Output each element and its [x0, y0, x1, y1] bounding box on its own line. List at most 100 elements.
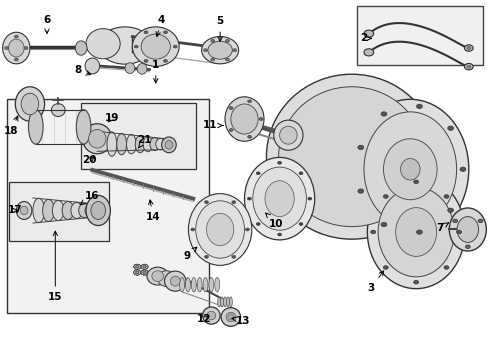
Ellipse shape — [273, 120, 303, 150]
Circle shape — [247, 135, 251, 138]
Ellipse shape — [266, 74, 436, 239]
Circle shape — [134, 270, 141, 275]
Ellipse shape — [33, 198, 44, 223]
Circle shape — [190, 228, 194, 231]
Circle shape — [259, 118, 263, 121]
Ellipse shape — [448, 208, 486, 251]
Ellipse shape — [42, 199, 54, 222]
Circle shape — [163, 31, 167, 34]
Ellipse shape — [21, 93, 39, 115]
Circle shape — [143, 271, 146, 274]
Text: 19: 19 — [104, 113, 119, 123]
Circle shape — [24, 46, 28, 49]
Circle shape — [229, 107, 233, 109]
Ellipse shape — [195, 201, 244, 258]
Circle shape — [231, 201, 235, 204]
Circle shape — [141, 270, 148, 275]
Ellipse shape — [207, 41, 232, 59]
Circle shape — [141, 264, 148, 269]
Bar — [81, 103, 195, 169]
Ellipse shape — [383, 139, 436, 200]
Ellipse shape — [217, 297, 220, 307]
Circle shape — [173, 45, 177, 48]
Ellipse shape — [135, 135, 145, 153]
Ellipse shape — [264, 181, 294, 217]
Ellipse shape — [229, 297, 232, 307]
Circle shape — [143, 266, 146, 268]
Circle shape — [277, 233, 281, 236]
Ellipse shape — [85, 204, 97, 217]
Text: 3: 3 — [367, 271, 383, 293]
Ellipse shape — [351, 99, 468, 239]
Circle shape — [136, 271, 139, 274]
Ellipse shape — [244, 157, 314, 240]
Circle shape — [413, 280, 418, 284]
Bar — [6, 99, 208, 313]
Text: 12: 12 — [197, 314, 211, 324]
Ellipse shape — [363, 112, 456, 226]
Text: 7: 7 — [435, 223, 447, 233]
Circle shape — [380, 222, 386, 227]
Text: 20: 20 — [82, 155, 97, 165]
Circle shape — [465, 245, 469, 248]
Ellipse shape — [225, 312, 235, 321]
Circle shape — [357, 145, 363, 149]
Circle shape — [141, 264, 148, 269]
Circle shape — [229, 129, 233, 131]
Ellipse shape — [203, 278, 207, 292]
Circle shape — [466, 65, 470, 68]
Circle shape — [141, 270, 148, 275]
Circle shape — [136, 271, 139, 274]
Text: 13: 13 — [231, 316, 250, 325]
Ellipse shape — [117, 134, 126, 155]
Circle shape — [370, 230, 375, 234]
Text: 6: 6 — [43, 15, 51, 33]
Circle shape — [210, 58, 214, 61]
Circle shape — [466, 46, 470, 49]
Circle shape — [456, 230, 461, 234]
Ellipse shape — [278, 87, 424, 226]
Ellipse shape — [206, 213, 233, 246]
Circle shape — [136, 271, 139, 274]
Ellipse shape — [221, 308, 240, 326]
Ellipse shape — [252, 167, 306, 230]
Ellipse shape — [91, 202, 105, 220]
Circle shape — [459, 167, 465, 171]
Ellipse shape — [226, 297, 229, 307]
Bar — [356, 6, 483, 65]
Ellipse shape — [227, 314, 233, 320]
Ellipse shape — [86, 29, 120, 59]
Text: 14: 14 — [145, 200, 160, 221]
Ellipse shape — [214, 278, 219, 292]
Circle shape — [134, 264, 141, 269]
Circle shape — [443, 266, 448, 269]
Ellipse shape — [156, 138, 165, 150]
Circle shape — [143, 271, 146, 274]
Circle shape — [447, 208, 453, 212]
Circle shape — [143, 271, 146, 274]
Ellipse shape — [191, 278, 196, 292]
Ellipse shape — [75, 41, 87, 55]
Circle shape — [363, 30, 373, 37]
Circle shape — [134, 270, 141, 275]
Circle shape — [413, 180, 418, 184]
Circle shape — [232, 49, 236, 51]
Ellipse shape — [62, 202, 74, 220]
Ellipse shape — [366, 175, 464, 289]
Text: 10: 10 — [265, 213, 283, 229]
Circle shape — [225, 58, 229, 61]
Circle shape — [136, 266, 139, 268]
Circle shape — [143, 266, 146, 268]
Ellipse shape — [188, 194, 251, 265]
Ellipse shape — [16, 202, 32, 220]
Text: 15: 15 — [48, 231, 62, 302]
Ellipse shape — [86, 195, 110, 226]
Circle shape — [136, 266, 139, 268]
Ellipse shape — [230, 104, 258, 134]
Circle shape — [447, 126, 453, 130]
Ellipse shape — [456, 217, 478, 242]
Ellipse shape — [179, 278, 184, 292]
Circle shape — [452, 219, 457, 223]
Circle shape — [299, 172, 303, 175]
Ellipse shape — [76, 110, 91, 144]
